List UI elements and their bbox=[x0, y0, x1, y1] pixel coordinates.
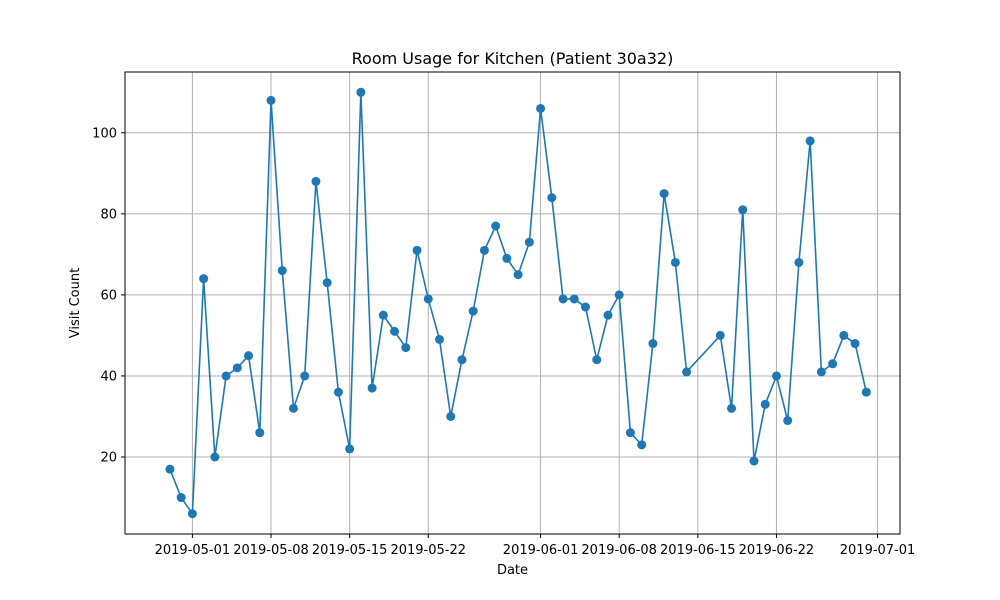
x-tick-label: 2019-06-15 bbox=[660, 543, 736, 558]
data-point bbox=[513, 270, 523, 280]
data-point bbox=[547, 193, 557, 203]
y-tick-label: 60 bbox=[100, 288, 117, 303]
data-point bbox=[232, 363, 242, 373]
data-point bbox=[850, 339, 860, 349]
data-point bbox=[288, 403, 298, 413]
y-axis-ticks: 20 40 60 80 100 bbox=[92, 126, 125, 466]
data-point bbox=[479, 245, 489, 255]
data-point bbox=[625, 428, 635, 438]
data-point bbox=[558, 294, 568, 304]
data-point bbox=[502, 253, 512, 263]
data-point bbox=[378, 310, 388, 320]
data-point bbox=[266, 95, 276, 105]
data-point bbox=[300, 371, 310, 381]
data-point bbox=[210, 452, 220, 462]
data-point bbox=[491, 221, 501, 231]
data-point bbox=[401, 343, 411, 353]
data-point bbox=[603, 310, 613, 320]
x-tick-label: 2019-05-15 bbox=[312, 543, 388, 558]
x-tick-label: 2019-07-01 bbox=[840, 543, 916, 558]
data-point bbox=[682, 367, 692, 377]
data-point bbox=[783, 416, 793, 426]
x-tick-label: 2019-05-01 bbox=[155, 543, 231, 558]
data-point bbox=[434, 334, 444, 344]
data-point bbox=[648, 339, 658, 349]
chart-title: Room Usage for Kitchen (Patient 30a32) bbox=[352, 49, 674, 68]
data-point bbox=[311, 176, 321, 186]
data-point bbox=[614, 290, 624, 300]
y-tick-label: 20 bbox=[100, 451, 117, 466]
data-point bbox=[367, 383, 377, 393]
data-point bbox=[457, 355, 467, 365]
data-point bbox=[581, 302, 591, 312]
data-point bbox=[524, 237, 534, 247]
data-point bbox=[816, 367, 826, 377]
data-point bbox=[771, 371, 781, 381]
data-point bbox=[805, 136, 815, 146]
data-point bbox=[255, 428, 265, 438]
data-point bbox=[244, 351, 254, 361]
y-tick-label: 40 bbox=[100, 369, 117, 384]
data-point bbox=[199, 274, 209, 284]
data-point bbox=[176, 493, 186, 503]
data-point bbox=[536, 103, 546, 113]
data-point bbox=[322, 278, 332, 288]
x-tick-label: 2019-05-08 bbox=[233, 543, 309, 558]
data-point bbox=[749, 456, 759, 466]
data-point bbox=[592, 355, 602, 365]
data-point bbox=[670, 257, 680, 267]
x-axis-label: Date bbox=[497, 563, 528, 578]
y-axis-label: Visit Count bbox=[68, 268, 83, 338]
plot-frame bbox=[124, 71, 901, 535]
data-point bbox=[390, 326, 400, 336]
data-point bbox=[165, 464, 175, 474]
data-point bbox=[356, 87, 366, 97]
data-point bbox=[828, 359, 838, 369]
data-point bbox=[727, 403, 737, 413]
data-point bbox=[446, 411, 456, 421]
data-point bbox=[715, 330, 725, 340]
data-point bbox=[637, 440, 647, 450]
y-tick-label: 100 bbox=[92, 126, 117, 141]
data-point bbox=[187, 509, 197, 519]
data-point bbox=[794, 257, 804, 267]
x-tick-label: 2019-06-01 bbox=[503, 543, 579, 558]
data-point bbox=[345, 444, 355, 454]
data-point bbox=[221, 371, 231, 381]
data-point bbox=[839, 330, 849, 340]
x-tick-label: 2019-06-22 bbox=[739, 543, 815, 558]
series-group bbox=[165, 87, 871, 519]
data-point bbox=[277, 266, 287, 276]
data-point bbox=[333, 387, 343, 397]
data-point bbox=[412, 245, 422, 255]
data-point bbox=[468, 306, 478, 316]
x-tick-label: 2019-06-08 bbox=[581, 543, 657, 558]
data-point bbox=[569, 294, 579, 304]
data-point bbox=[738, 205, 748, 215]
data-point bbox=[760, 399, 770, 409]
x-axis-ticks: 2019-05-01 2019-05-08 2019-05-15 2019-05-22… bbox=[155, 534, 916, 558]
data-point bbox=[861, 387, 871, 397]
y-tick-label: 80 bbox=[100, 207, 117, 222]
data-point bbox=[423, 294, 433, 304]
data-point bbox=[659, 189, 669, 199]
x-tick-label: 2019-05-22 bbox=[390, 543, 466, 558]
